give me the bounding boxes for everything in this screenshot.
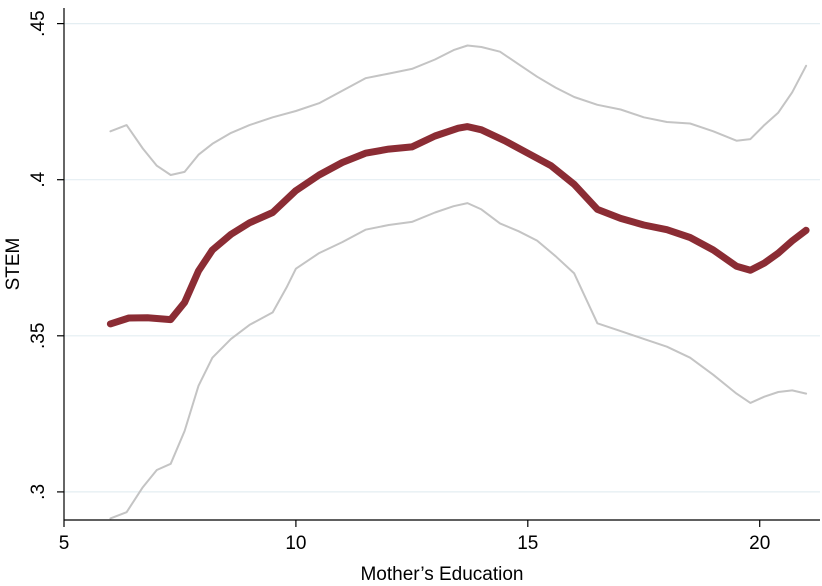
y-tick-label: .3 [28,484,49,500]
series-line-lower-ci [109,202,808,520]
y-ticks: .3 .35 .4 .45 [28,10,64,500]
gridlines [64,23,820,493]
y-axis-title: STEM [3,238,24,291]
x-tick-label: 5 [59,533,70,554]
x-tick-label: 20 [749,533,770,554]
y-tick-label: .35 [28,323,49,349]
y-tick-label: .4 [28,171,49,187]
x-ticks: 5 10 15 20 [59,520,770,554]
series-group [106,44,810,520]
y-tick-label: .45 [28,10,49,36]
x-tick-label: 10 [285,533,306,554]
x-tick-label: 15 [517,533,538,554]
x-axis-title: Mother’s Education [360,564,523,585]
series-line-upper-ci [109,44,808,176]
series-line-estimate [106,123,810,328]
